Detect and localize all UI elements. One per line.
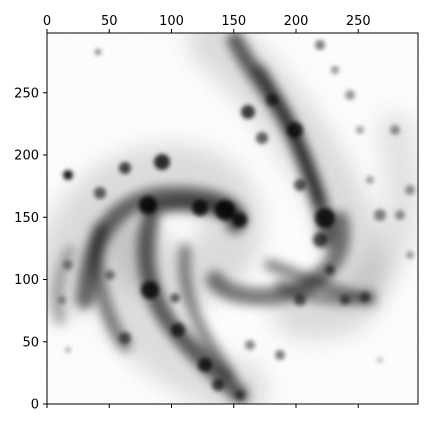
x-tick-label: 150 (221, 14, 246, 29)
y-tick-label: 50 (22, 335, 39, 350)
galaxy-image (47, 33, 418, 404)
x-tick-label: 50 (101, 14, 118, 29)
plot-frame (46, 32, 419, 405)
x-tick-label: 200 (284, 14, 309, 29)
y-tick-label: 200 (14, 149, 39, 164)
x-tick-label: 0 (43, 14, 51, 29)
x-tick-label: 250 (346, 14, 371, 29)
y-tick-label: 0 (31, 398, 39, 413)
y-tick-label: 100 (14, 273, 39, 288)
y-tick-label: 250 (14, 86, 39, 101)
x-axis: 0 50 100 150 200 250 (43, 14, 371, 408)
plot-area (47, 33, 418, 404)
x-tick-label: 100 (159, 14, 184, 29)
y-axis: 0 50 100 150 200 250 (14, 86, 47, 413)
y-tick-label: 150 (14, 211, 39, 226)
